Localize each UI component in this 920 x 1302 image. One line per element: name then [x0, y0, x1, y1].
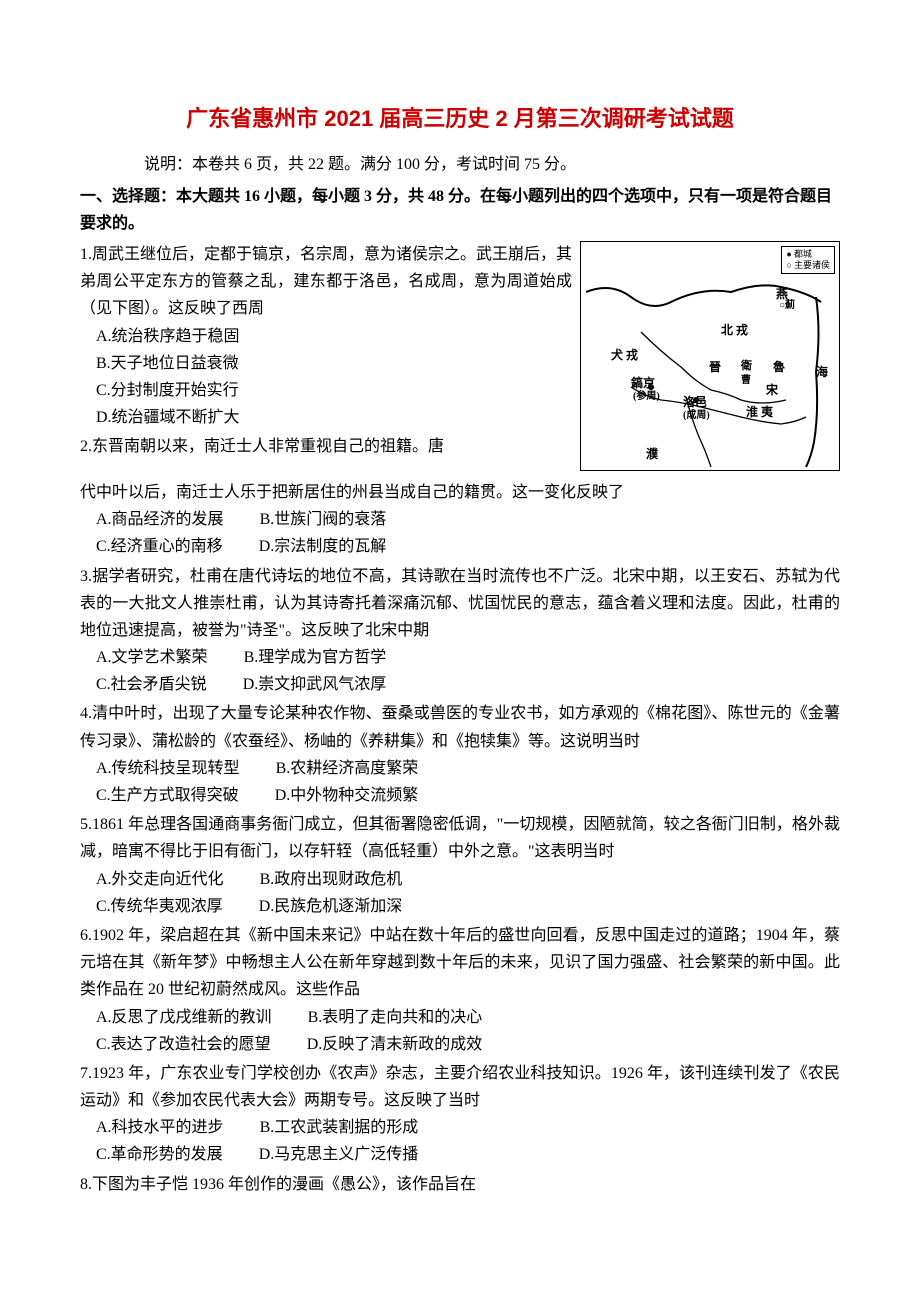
question-3: 3.据学者研究，杜甫在唐代诗坛的地位不高，其诗歌在当时流传也不广泛。北宋中期，以… [80, 563, 840, 699]
question-stem: 8.下图为丰子恺 1936 年创作的漫画《愚公》，该作品旨在 [80, 1171, 840, 1198]
map-label: 濮 [646, 444, 658, 464]
question-stem: 3.据学者研究，杜甫在唐代诗坛的地位不高，其诗歌在当时流传也不广泛。北宋中期，以… [80, 563, 840, 645]
option-b: B.政府出现财政危机 [260, 866, 403, 893]
exam-title: 广东省惠州市 2021 届高三历史 2 月第三次调研考试试题 [80, 100, 840, 137]
map-label: ○薊 [779, 297, 795, 314]
option-a: A.文学艺术繁荣 [96, 644, 208, 671]
option-b: B.工农武装割据的形成 [260, 1114, 419, 1141]
map-label: 淮 夷 [746, 402, 773, 422]
exam-info: 说明：本卷共 6 页，共 22 题。满分 100 分，考试时间 75 分。 [80, 151, 840, 178]
map-figure: ● 都城 ○ 主要诸侯 燕 ○薊 北 戎 犬 戎 晉 衛 魯 鎬京 (参周) 曹… [580, 241, 840, 471]
option-b: B.理学成为官方哲学 [244, 644, 387, 671]
question-stem: 代中叶以后，南迁士人乐于把新居住的州县当成自己的籍贯。这一变化反映了 [80, 479, 840, 506]
question-stem: 6.1902 年，梁启超在其《新中国未来记》中站在数十年后的盛世向回看，反思中国… [80, 922, 840, 1004]
option-d: D.崇文抑武风气浓厚 [243, 671, 387, 698]
map-label: 犬 戎 [611, 345, 638, 365]
option-d: D.民族危机逐渐加深 [259, 893, 403, 920]
option-d: D.马克思主义广泛传播 [259, 1141, 419, 1168]
question-7: 7.1923 年，广东农业专门学校创办《农声》杂志，主要介绍农业科技知识。192… [80, 1060, 840, 1169]
option-c: C.传统华夷观浓厚 [96, 893, 223, 920]
map-label: 北 戎 [721, 320, 748, 340]
question-4: 4.清中叶时，出现了大量专论某种农作物、蚕桑或兽医的专业农书，如方承观的《棉花图… [80, 700, 840, 809]
option-d: D.宗法制度的瓦解 [259, 533, 387, 560]
option-d: D.反映了清末新政的成效 [307, 1031, 483, 1058]
section-1-header: 一、选择题：本大题共 16 小题，每小题 3 分，共 48 分。在每小题列出的四… [80, 183, 840, 237]
question-stem: 7.1923 年，广东农业专门学校创办《农声》杂志，主要介绍农业科技知识。192… [80, 1060, 840, 1114]
option-c: C.生产方式取得突破 [96, 782, 239, 809]
option-c: C.革命形势的发展 [96, 1141, 223, 1168]
option-d: D.中外物种交流频繁 [275, 782, 419, 809]
map-label: (成周) [683, 407, 710, 424]
option-c: C.社会矛盾尖锐 [96, 671, 207, 698]
map-label: 晉 [709, 357, 721, 377]
option-c: C.表达了改造社会的愿望 [96, 1031, 271, 1058]
map-label: 魯 [773, 357, 785, 377]
map-label: (参周) [633, 388, 660, 405]
map-legend-line: ○ 主要诸侯 [786, 260, 830, 271]
question-6: 6.1902 年，梁启超在其《新中国未来记》中站在数十年后的盛世向回看，反思中国… [80, 922, 840, 1058]
option-b: B.农耕经济高度繁荣 [276, 755, 419, 782]
option-a: A.外交走向近代化 [96, 866, 224, 893]
option-a: A.科技水平的进步 [96, 1114, 224, 1141]
option-a: A.反思了戊戌维新的教训 [96, 1004, 272, 1031]
map-label: 海 [816, 362, 828, 382]
option-c: C.经济重心的南移 [96, 533, 223, 560]
option-a: A.商品经济的发展 [96, 506, 224, 533]
question-stem: 5.1861 年总理各国通商事务衙门成立，但其衙署隐密低调，"一切规模，因陋就简… [80, 811, 840, 865]
map-label: 曹 [741, 372, 751, 389]
question-5: 5.1861 年总理各国通商事务衙门成立，但其衙署隐密低调，"一切规模，因陋就简… [80, 811, 840, 920]
option-b: B.世族门阀的衰落 [260, 506, 387, 533]
option-b: B.表明了走向共和的决心 [308, 1004, 483, 1031]
question-8: 8.下图为丰子恺 1936 年创作的漫画《愚公》，该作品旨在 [80, 1171, 840, 1198]
map-legend-line: ● 都城 [786, 249, 830, 260]
map-legend: ● 都城 ○ 主要诸侯 [781, 246, 835, 274]
question-stem: 4.清中叶时，出现了大量专论某种农作物、蚕桑或兽医的专业农书，如方承观的《棉花图… [80, 700, 840, 754]
map-label: 宋 [766, 380, 778, 400]
option-a: A.传统科技呈现转型 [96, 755, 240, 782]
